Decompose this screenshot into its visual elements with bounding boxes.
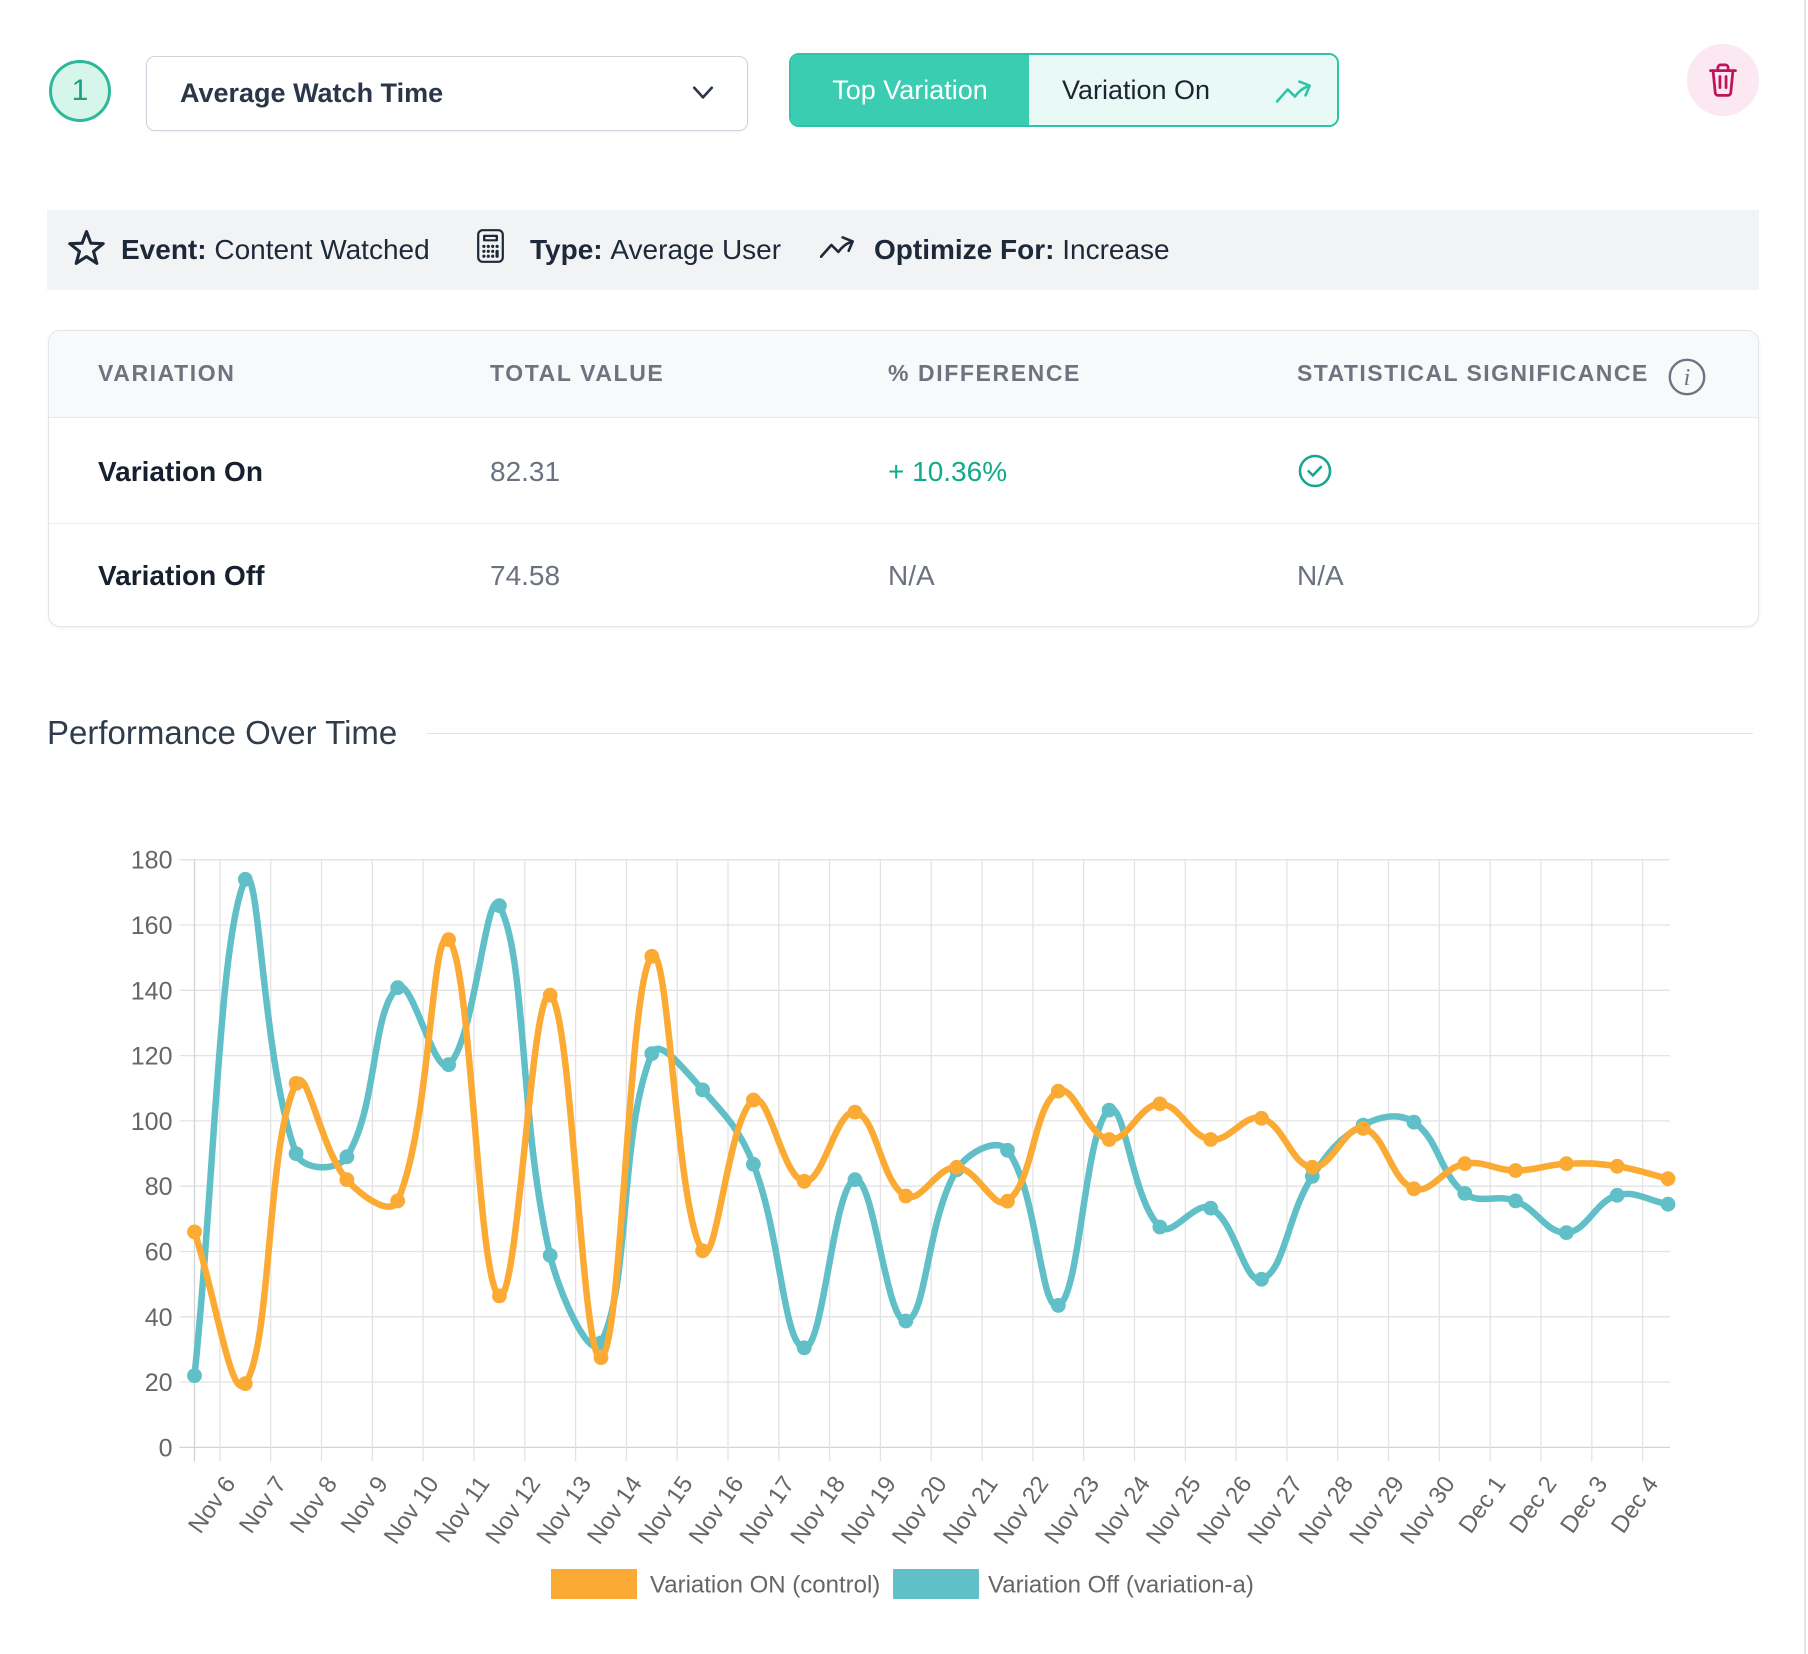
svg-text:Nov 7: Nov 7	[234, 1471, 292, 1538]
svg-text:120: 120	[131, 1043, 173, 1071]
svg-text:Dec 2: Dec 2	[1504, 1471, 1562, 1538]
svg-text:Dec 3: Dec 3	[1555, 1471, 1613, 1538]
svg-text:Nov 10: Nov 10	[379, 1471, 445, 1549]
svg-text:100: 100	[131, 1108, 173, 1136]
svg-text:Variation ON (control): Variation ON (control)	[650, 1572, 880, 1599]
svg-text:Dec 4: Dec 4	[1606, 1471, 1664, 1538]
svg-text:Dec 1: Dec 1	[1454, 1471, 1512, 1538]
svg-text:80: 80	[145, 1173, 173, 1201]
svg-text:40: 40	[145, 1304, 173, 1332]
svg-text:20: 20	[145, 1369, 173, 1397]
svg-text:Variation Off (variation-a): Variation Off (variation-a)	[988, 1572, 1254, 1599]
svg-text:Nov 8: Nov 8	[285, 1471, 343, 1538]
svg-text:180: 180	[131, 847, 173, 875]
svg-text:160: 160	[131, 912, 173, 940]
svg-text:60: 60	[145, 1239, 173, 1267]
svg-text:140: 140	[131, 977, 173, 1005]
svg-text:Nov 6: Nov 6	[183, 1471, 241, 1538]
svg-text:Nov 30: Nov 30	[1395, 1471, 1461, 1549]
svg-text:0: 0	[159, 1434, 173, 1462]
svg-text:i: i	[1684, 365, 1691, 391]
